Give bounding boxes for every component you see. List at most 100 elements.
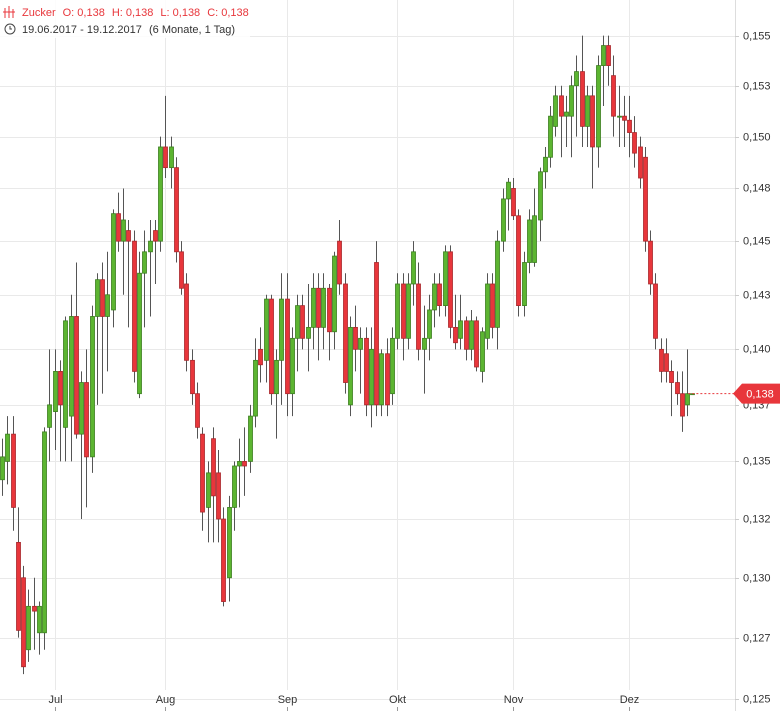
candle-body <box>58 371 63 406</box>
candle-body <box>116 213 121 242</box>
candle-body <box>111 213 116 311</box>
candle-body <box>643 156 648 242</box>
candle-body <box>5 433 10 462</box>
candle-body <box>390 337 395 395</box>
candle-body <box>26 605 31 651</box>
candle-body <box>495 240 500 328</box>
candle-body <box>321 287 326 328</box>
last-price-badge <box>733 383 780 404</box>
candle-body <box>627 119 632 133</box>
candle-body <box>411 251 416 285</box>
candle-body <box>401 283 406 339</box>
candle-body <box>42 431 47 634</box>
candle-body <box>548 115 553 158</box>
candle-body <box>385 353 390 406</box>
candle-body <box>163 146 168 169</box>
candle-body <box>79 382 84 435</box>
candle-body <box>21 577 26 668</box>
candle-body <box>617 115 622 118</box>
candle-body <box>632 132 637 154</box>
candle-body <box>374 262 379 406</box>
candle-body <box>206 472 211 508</box>
clock-hands <box>9 26 12 30</box>
candle-body <box>137 272 142 395</box>
candle-body <box>37 605 42 634</box>
candle-body <box>469 320 474 350</box>
legend-field: C: 0,138 <box>207 7 249 19</box>
candle-body <box>574 71 579 87</box>
candle-body <box>369 348 374 406</box>
candle-body <box>553 95 558 127</box>
candle-body <box>269 298 274 395</box>
header: Zucker O: 0,138 H: 0,138 L: 0,138 C: 0,1… <box>0 0 250 38</box>
candle-body <box>295 305 300 339</box>
y-tick-label: 0,127 <box>743 632 771 644</box>
candle-body <box>16 541 21 631</box>
candle-body <box>332 255 337 333</box>
candle-body <box>569 85 574 117</box>
candle-body <box>290 337 295 395</box>
candle-body <box>142 251 147 274</box>
x-tick-label: Jul <box>48 694 62 706</box>
candle-body <box>648 240 653 285</box>
candle-body <box>264 298 269 361</box>
y-tick-label: 0,135 <box>743 455 771 467</box>
candle-body <box>379 353 384 406</box>
candle-body <box>69 316 74 417</box>
candle-body <box>105 294 110 317</box>
candle-body <box>432 283 437 311</box>
period-note: (6 Monate, 1 Tag) <box>149 24 235 36</box>
candle-body <box>458 320 463 339</box>
candle-body <box>216 472 221 520</box>
candle-body <box>148 240 153 253</box>
candle-body <box>564 111 569 117</box>
x-tick-label: Okt <box>389 694 406 706</box>
candle-body <box>606 45 611 66</box>
candle-body <box>622 115 627 121</box>
candle-body <box>653 283 658 339</box>
candle-body <box>327 287 332 333</box>
candle-body <box>506 181 511 200</box>
y-tick-label: 0,148 <box>743 182 771 194</box>
candle-body <box>211 438 216 497</box>
candle-body <box>664 353 669 372</box>
candle-body <box>316 287 321 328</box>
candle-body <box>511 188 516 217</box>
candles <box>0 35 695 675</box>
candle-body <box>669 371 674 383</box>
candle-body <box>675 382 680 395</box>
chart-icon <box>3 6 15 18</box>
candle-body <box>680 393 685 417</box>
candle-body <box>63 320 68 428</box>
y-tick-label: 0,132 <box>743 513 771 525</box>
candle-body <box>337 240 342 285</box>
candle-body <box>311 287 316 328</box>
instrument-name: Zucker <box>22 7 56 19</box>
candle-body <box>100 279 105 317</box>
candle-body <box>32 605 37 612</box>
candle-body <box>659 348 664 372</box>
candle-body <box>395 283 400 339</box>
candle-body <box>158 146 163 242</box>
candle-body <box>348 326 353 406</box>
x-tick-label: Dez <box>620 694 640 706</box>
candle-body <box>596 65 601 148</box>
candle-body <box>300 305 305 339</box>
candle-body <box>84 382 89 458</box>
x-tick-label: Nov <box>504 694 524 706</box>
candle-body <box>95 279 100 317</box>
candle-body <box>253 359 258 417</box>
candle-body <box>153 230 158 242</box>
candle-body <box>611 75 616 117</box>
candle-body <box>53 371 58 412</box>
candle-body <box>221 518 226 602</box>
candle-body <box>580 71 585 127</box>
candle-body <box>358 337 363 350</box>
candle-body <box>443 251 448 307</box>
candle-body <box>501 198 506 242</box>
candle-body <box>285 298 290 395</box>
candle-body <box>353 326 358 350</box>
candle-body <box>237 461 242 467</box>
candle-body <box>242 461 247 467</box>
